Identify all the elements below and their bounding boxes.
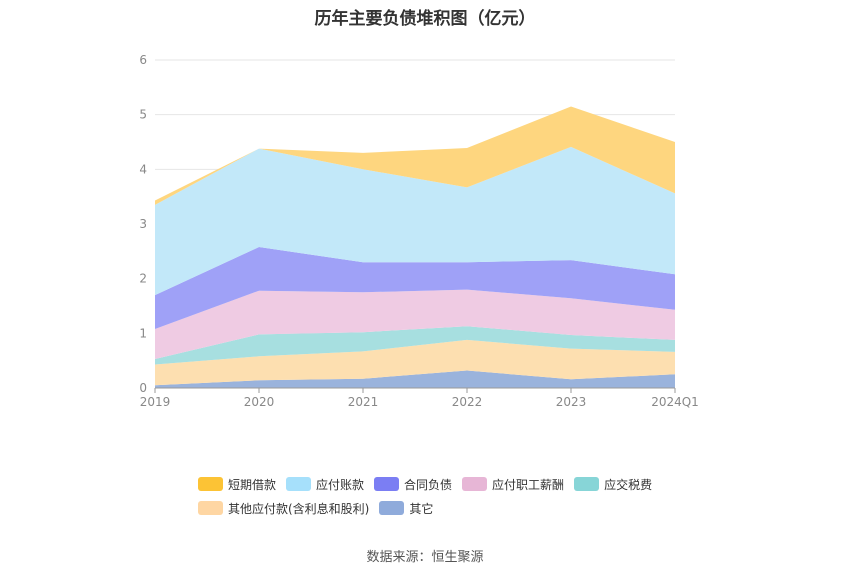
legend-row-2: 其他应付款(含利息和股利) 其它 [198, 496, 698, 520]
legend-item[interactable]: 应付账款 [286, 476, 364, 493]
y-tick-label: 4 [139, 162, 147, 176]
x-tick-label: 2023 [556, 395, 587, 409]
legend: 短期借款 应付账款 合同负债 应付职工薪酬 应交税费 其他应付款(含利息和股利)… [198, 472, 698, 520]
legend-label: 应付职工薪酬 [492, 477, 565, 492]
x-tick-label: 2024Q1 [651, 395, 699, 409]
chart-title: 历年主要负债堆积图（亿元） [314, 9, 536, 29]
legend-row-1: 短期借款 应付账款 合同负债 应付职工薪酬 应交税费 [198, 472, 698, 496]
legend-item[interactable]: 其他应付款(含利息和股利) [198, 500, 369, 517]
x-tick-label: 2020 [244, 395, 275, 409]
legend-swatch [198, 501, 223, 515]
area-series [155, 289, 675, 359]
x-tick-label: 2019 [140, 395, 171, 409]
area-series [155, 146, 675, 296]
x-tick-label: 2022 [452, 395, 483, 409]
legend-item[interactable]: 应交税费 [574, 476, 652, 493]
y-tick-label: 1 [139, 326, 147, 340]
area-series [155, 247, 675, 329]
area-series [155, 326, 675, 365]
legend-label: 应付账款 [316, 477, 365, 492]
legend-label: 合同负债 [404, 477, 453, 492]
legend-label: 其它 [409, 501, 434, 516]
y-tick-label: 0 [139, 381, 147, 395]
legend-item[interactable]: 合同负债 [374, 476, 452, 493]
area-series [155, 339, 675, 386]
legend-label: 其他应付款(含利息和股利) [228, 501, 370, 516]
area-series [155, 106, 675, 205]
legend-item[interactable]: 应付职工薪酬 [462, 476, 564, 493]
legend-swatch [379, 501, 405, 515]
y-tick-label: 6 [139, 53, 147, 67]
area-series [155, 370, 675, 388]
legend-label: 短期借款 [228, 477, 277, 492]
y-tick-label: 5 [139, 108, 147, 122]
legend-swatch [374, 477, 400, 491]
legend-label: 应交税费 [604, 477, 653, 492]
legend-item[interactable]: 其它 [379, 500, 433, 517]
legend-swatch [198, 477, 223, 491]
legend-item[interactable]: 短期借款 [198, 476, 276, 493]
legend-swatch [286, 477, 312, 491]
x-tick-label: 2021 [348, 395, 379, 409]
y-tick-label: 3 [139, 217, 147, 231]
y-tick-label: 2 [139, 272, 147, 286]
legend-swatch [574, 477, 600, 491]
data-source-note: 数据来源：恒生聚源 [366, 550, 484, 565]
legend-swatch [462, 477, 488, 491]
